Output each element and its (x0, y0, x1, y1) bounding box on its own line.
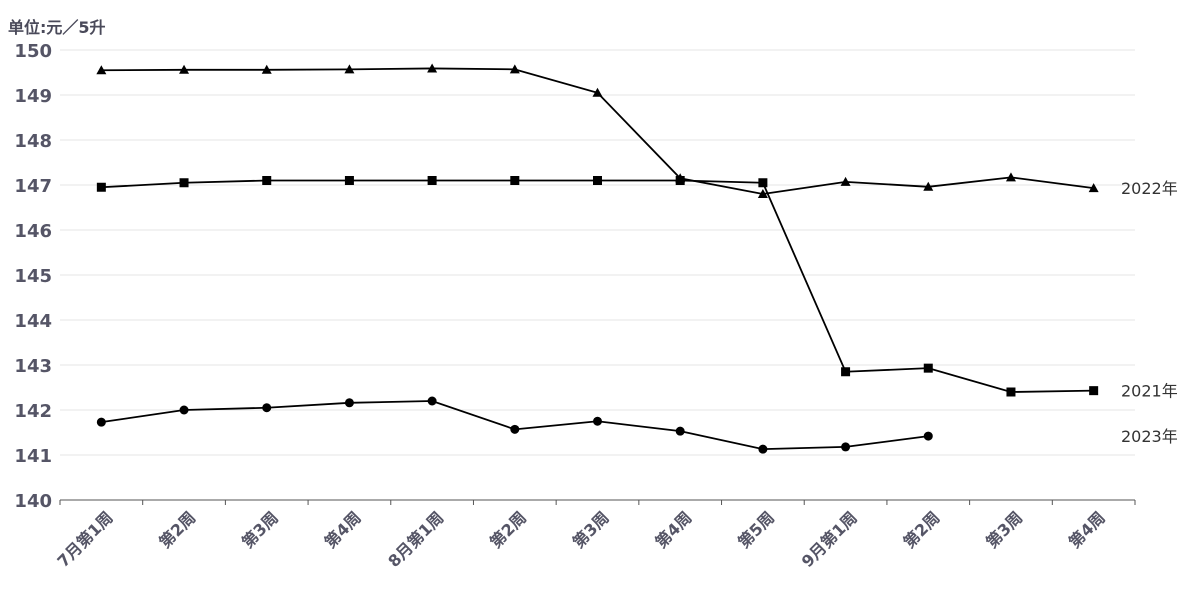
data-point-circle (923, 431, 933, 441)
y-tick-label: 142 (14, 401, 52, 422)
x-tick-label: 第2周 (486, 508, 530, 552)
x-axis: 7月第1周 第2周 第3周 第4周 8月第1周 第2周 第3周 第4周 第5周 9月第1周 第2周第… (54, 499, 1136, 571)
data-point-triangle (344, 64, 355, 74)
y-tick-label: 140 (14, 491, 52, 512)
series-label: 2022年 (1121, 179, 1178, 198)
data-point-circle (593, 416, 602, 426)
data-point-circle (841, 442, 851, 452)
x-tick-label: 第3周 (569, 508, 613, 552)
data-point-square (1089, 386, 1099, 396)
data-point-circle (179, 405, 189, 415)
data-point-circle (96, 417, 106, 427)
data-point-square (510, 176, 520, 185)
data-point-square (923, 363, 933, 373)
x-tick-label: 第2周 (155, 508, 199, 552)
y-tick-label: 147 (14, 176, 52, 197)
data-point-triangle (427, 63, 438, 73)
series-line (101, 67, 1094, 195)
series-labels: 2022年 2021年 2023年 (1121, 179, 1178, 446)
data-point-triangle (840, 176, 851, 186)
x-tick-label: 第4周 (1065, 508, 1109, 552)
data-point-circle (427, 396, 437, 406)
data-point-square (179, 178, 189, 188)
unit-label: 单位:元／5升 (8, 18, 106, 37)
series-label: 2023年 (1121, 427, 1178, 446)
data-point-square (1006, 387, 1016, 397)
series-group (96, 63, 1099, 454)
y-tick-label: 145 (14, 266, 52, 287)
data-point-circle (510, 424, 520, 434)
data-point-triangle (179, 64, 190, 74)
x-tick-label: 第2周 (900, 508, 944, 552)
data-point-triangle (1005, 172, 1016, 182)
y-axis-ticks: 140 141 142 143 144 145 146 147 148 149 150 (14, 41, 52, 512)
data-point-circle (262, 403, 272, 413)
x-tick-label: 7月第1周 (54, 508, 117, 571)
data-point-triangle (923, 181, 934, 191)
y-tick-label: 150 (14, 41, 52, 62)
series-line (101, 179, 1094, 393)
y-tick-label: 141 (14, 446, 52, 467)
data-point-circle (344, 398, 354, 408)
data-point-triangle (1088, 183, 1099, 193)
y-tick-label: 143 (14, 356, 52, 377)
data-point-square (427, 176, 437, 185)
data-point-triangle (592, 87, 603, 97)
y-tick-label: 146 (14, 221, 52, 242)
data-point-triangle (96, 65, 107, 75)
x-tick-label: 第3周 (238, 508, 282, 552)
data-point-square (344, 176, 354, 185)
x-tick-label: 第4周 (652, 508, 696, 552)
x-tick-label: 9月第1周 (798, 508, 861, 571)
data-point-square (262, 176, 272, 185)
data-point-triangle (509, 64, 520, 74)
data-point-triangle (757, 189, 768, 198)
series-label: 2021年 (1121, 382, 1178, 401)
data-point-square (593, 176, 602, 185)
data-point-square (758, 178, 768, 188)
data-point-square (96, 182, 106, 192)
x-tick-label: 第5周 (734, 508, 778, 552)
data-point-triangle (261, 64, 272, 74)
x-tick-label: 第3周 (982, 508, 1026, 552)
x-tick-label: 第4周 (321, 508, 365, 552)
data-point-circle (758, 444, 768, 454)
data-point-circle (675, 426, 685, 436)
data-point-square (675, 176, 685, 185)
grid-lines (60, 49, 1135, 456)
x-tick-label: 8月第1周 (384, 508, 447, 571)
y-tick-label: 144 (14, 311, 52, 332)
y-tick-label: 149 (14, 86, 52, 107)
y-tick-label: 148 (14, 131, 52, 152)
data-point-square (841, 367, 851, 377)
